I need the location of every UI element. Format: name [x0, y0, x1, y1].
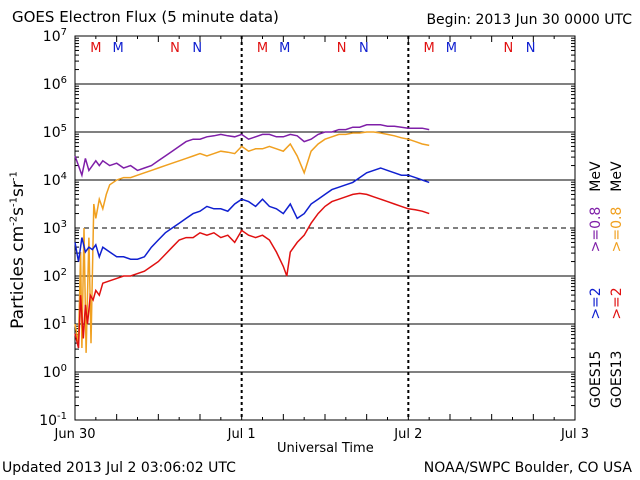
y-tick-exponent: 0 — [61, 363, 67, 374]
legend-mev-1: MeV — [588, 161, 604, 192]
series-line — [74, 192, 430, 349]
chart-title: GOES Electron Flux (5 minute data) — [12, 8, 279, 26]
x-tick-label: Jun 30 — [54, 427, 96, 442]
y-tick-exponent: 6 — [61, 75, 67, 86]
legend-goes15-hi: >=2 — [588, 287, 604, 320]
legend-goes15-lo: >=0.8 — [588, 206, 604, 253]
y-tick-label: 106 — [43, 75, 67, 93]
mn-marker: M — [424, 41, 435, 56]
y-tick-label: 107 — [43, 27, 67, 45]
mn-marker: N — [359, 41, 369, 56]
credit-line: NOAA/SWPC Boulder, CO USA — [423, 460, 632, 476]
y-tick-label: 105 — [43, 123, 67, 141]
y-tick-label: 104 — [43, 171, 67, 189]
y-tick-label: 100 — [43, 363, 67, 381]
mn-marker: M — [90, 41, 101, 56]
legend-goes13-label: GOES13 — [609, 350, 625, 408]
series-line — [74, 167, 430, 262]
begin-date: Begin: 2013 Jun 30 0000 UTC — [426, 12, 632, 28]
y-tick-exponent: -1 — [57, 411, 67, 422]
mn-marker: M — [279, 41, 290, 56]
legend-goes15-label: GOES15 — [588, 350, 604, 408]
legend-goes15: GOES15 >=2 >=0.8 MeV — [588, 161, 604, 408]
series-line — [74, 124, 430, 178]
y-tick-label: 102 — [43, 267, 67, 285]
y-tick-exponent: 2 — [61, 267, 67, 278]
y-tick-exponent: 4 — [61, 171, 67, 182]
mn-marker: N — [526, 41, 536, 56]
legend-mev-2: MeV — [609, 161, 625, 192]
x-tick-label: Jul 2 — [393, 427, 422, 442]
x-tick-label: Jul 1 — [227, 427, 256, 442]
mn-marker: N — [192, 41, 202, 56]
legend-goes13: GOES13 >=2 >=0.8 MeV — [609, 161, 625, 408]
legend-goes13-lo: >=0.8 — [609, 206, 625, 253]
y-tick-exponent: 7 — [61, 27, 67, 38]
updated-timestamp: Updated 2013 Jul 2 03:06:02 UTC — [2, 460, 236, 476]
series-line — [74, 131, 430, 353]
mn-marker: N — [170, 41, 180, 56]
legend-goes13-hi: >=2 — [609, 287, 625, 320]
x-axis-label: Universal Time — [277, 441, 374, 456]
y-tick-exponent: 1 — [61, 315, 67, 326]
y-tick-exponent: 3 — [61, 219, 67, 230]
mn-marker: N — [337, 41, 347, 56]
mn-marker: M — [446, 41, 457, 56]
y-tick-label: 103 — [43, 219, 67, 237]
y-tick-label: 101 — [43, 315, 67, 333]
x-tick-label: Jul 3 — [560, 427, 589, 442]
y-tick-exponent: 5 — [61, 123, 67, 134]
mn-marker: M — [112, 41, 123, 56]
mn-marker: M — [257, 41, 268, 56]
mn-marker: N — [503, 41, 513, 56]
